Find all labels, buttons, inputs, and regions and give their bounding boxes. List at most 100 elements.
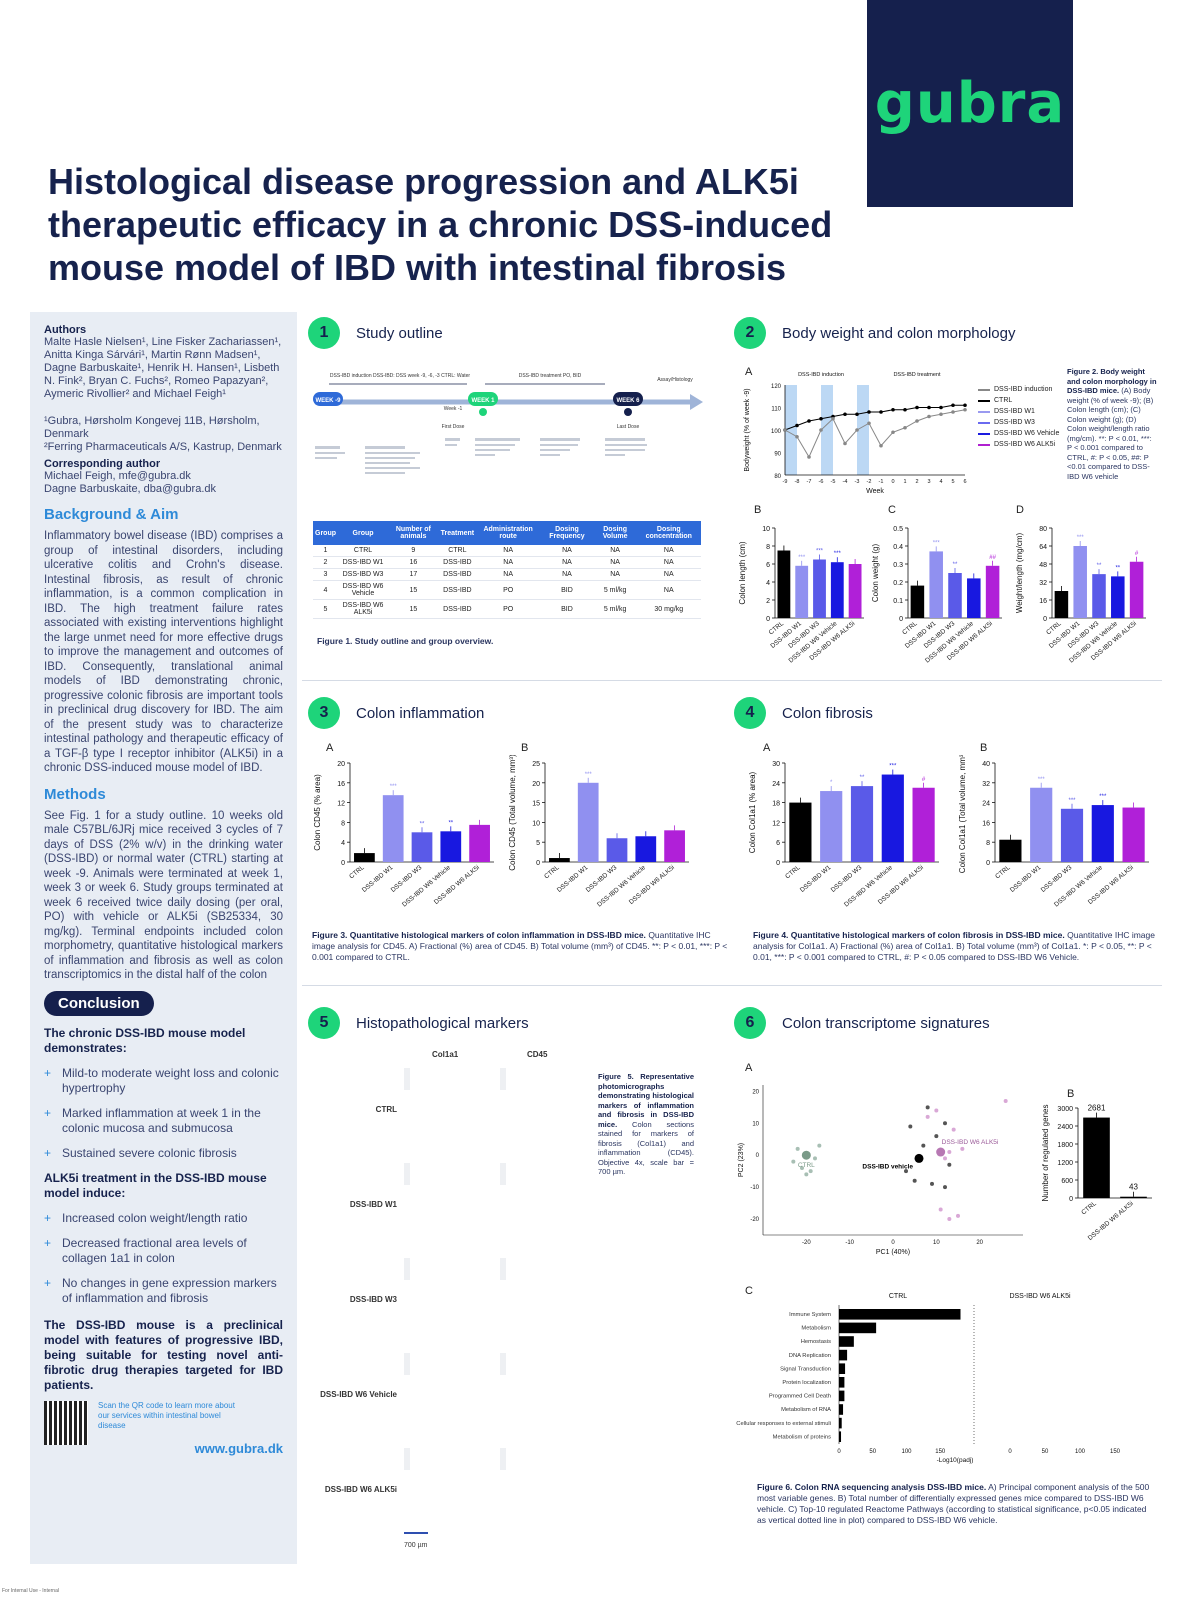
pca-point [800, 1165, 804, 1170]
table-row: 4 DSS-IBD W6 Vehicle 15 DSS-IBD PO BID 5 ml/kg… [313, 580, 701, 600]
table-cell: BID [540, 599, 594, 619]
x-tick-label: CTRL [994, 864, 1012, 881]
table-header: Group [313, 521, 338, 545]
bar-label: # [922, 777, 926, 783]
conclusion-bullets-1: + Mild-to moderate weight loss and coloni… [44, 1066, 283, 1161]
y-tick-label: 5 [536, 840, 540, 847]
y-tick-label: 8 [766, 544, 770, 551]
bar [1122, 807, 1145, 862]
pca-point [813, 1156, 817, 1161]
y-tick-label: 12 [772, 820, 780, 827]
data-point [867, 421, 871, 426]
x-tick-label: 50 [869, 1449, 876, 1455]
table-cell: NA [540, 568, 594, 581]
data-point [843, 441, 847, 446]
y-tick-label: 0 [776, 860, 780, 867]
table-cell: PO [476, 599, 541, 619]
y-tick-label: 0.4 [893, 544, 903, 551]
y-tick-label: 0.2 [893, 580, 903, 587]
pathway-label: Signal Transduction [780, 1366, 831, 1372]
x-tick-label: CTRL [1080, 1200, 1098, 1217]
y-tick-label: 0 [1069, 1196, 1073, 1203]
fig2-caption-title: Figure 2. Body weight and colon morpholo… [1067, 367, 1157, 395]
table-cell: BID [540, 580, 594, 600]
data-point [891, 407, 895, 412]
x-tick-label: 1 [903, 479, 906, 485]
histology-row-label: DSS-IBD W6 Vehicle [320, 1390, 397, 1399]
panel-letter: A [763, 742, 771, 754]
website-link[interactable]: www.gubra.dk [194, 1440, 283, 1456]
table-cell: NA [593, 545, 637, 557]
table-cell: DSS-IBD [438, 568, 477, 581]
final-statement: The DSS-IBD mouse is a preclinical model… [44, 1317, 283, 1392]
legend-item: DSS-IBD W6 Vehicle [978, 430, 1068, 437]
bar [789, 802, 812, 862]
bullet-text: Mild-to moderate weight loss and colonic… [62, 1065, 279, 1095]
y-tick-label: 3000 [1057, 1106, 1073, 1113]
table-cell: 3 [313, 568, 338, 581]
bar [1054, 591, 1069, 618]
bar [850, 786, 874, 862]
table-header: Treatment [438, 521, 477, 545]
y-tick-label: 64 [1039, 544, 1047, 551]
data-point [951, 410, 955, 414]
col1a1-volume-chart: Colon Col1a1 (Total volume, mm³) 0 8 16 24 32… [958, 755, 1149, 909]
section-number: 6 [734, 1007, 766, 1039]
y-tick-label: 80 [1039, 526, 1047, 533]
table-cell: DSS-IBD W6 Vehicle [338, 580, 389, 600]
x-tick-label: 0 [891, 1240, 895, 1246]
bar-label: ## [989, 555, 996, 561]
conclusion-heading-2: ALK5i treatment in the DSS-IBD mouse mod… [44, 1170, 267, 1200]
fig5-caption: Figure 5. Representative photomicrograph… [598, 1072, 694, 1177]
col1a1-micrograph [404, 1448, 410, 1470]
data-point [939, 405, 943, 410]
cd45-column-label: CD45 [527, 1050, 548, 1059]
table-header: Number of animals [388, 521, 439, 545]
x-tick-label: 0 [1008, 1449, 1012, 1455]
x-tick-label: DSS-IBD W6 Vehicle [596, 864, 647, 909]
background-heading: Background & Aim [44, 506, 179, 523]
footer-note: For Internal Use - Internal [2, 1588, 59, 1594]
bar-label: ** [1097, 563, 1102, 569]
histology-row-label: DSS-IBD W3 [349, 1295, 397, 1304]
x-axis-label: -Log10(padj) [937, 1457, 974, 1464]
bar-label: # [1135, 551, 1139, 557]
col1a1-micrograph [404, 1353, 410, 1375]
panel-head-right: DSS-IBD W6 ALK5i [1009, 1293, 1071, 1300]
data-point [879, 410, 883, 414]
bar [664, 830, 685, 862]
y-axis-label: Colon Col1a1 (% area) [748, 771, 757, 853]
bar [469, 824, 490, 862]
cd45-micrograph [500, 1258, 506, 1280]
bodyweight-legend: DSS-IBD induction CTRL DSS-IBD W1 DSS-IBD W… [978, 386, 1068, 452]
y-tick-label: 24 [982, 801, 990, 808]
y-tick-label: 16 [1039, 598, 1047, 605]
legend-swatch [978, 421, 990, 424]
col1a1-micrograph [404, 1163, 410, 1185]
data-point [867, 410, 871, 414]
dss-period-band [857, 385, 869, 475]
bar [777, 550, 791, 618]
y-tick-label: 6 [766, 562, 770, 569]
background-text: Inflammatory bowel disease (IBD) compris… [44, 530, 283, 774]
y-tick-label: 1200 [1057, 1160, 1073, 1167]
y-tick-label: 6 [776, 840, 780, 847]
pathway-bar [839, 1322, 877, 1334]
y-tick-label: 100 [771, 429, 782, 435]
data-point [927, 414, 931, 419]
y-axis-label: Number of regulated genes [1041, 1105, 1050, 1202]
bar-label: *** [1077, 535, 1085, 541]
pca-point [1003, 1098, 1008, 1103]
data-point [891, 430, 895, 435]
bar [830, 562, 844, 618]
pca-label: DSS-IBD W6 ALK5i [942, 1139, 999, 1146]
bar [577, 782, 599, 862]
section-title: Colon transcriptome signatures [782, 1014, 990, 1032]
cd45-volume-chart: Colon CD45 (Total volume, mm³) 0 5 10 15 20 25… [508, 755, 689, 909]
y-tick-label: 8 [341, 820, 345, 827]
y-axis-label: Colon CD45 (% area) [313, 774, 322, 851]
qr-code-icon[interactable] [44, 1400, 88, 1445]
legend-label: DSS-IBD induction [994, 386, 1053, 393]
x-tick-label: 100 [901, 1449, 912, 1455]
divider [302, 985, 1162, 986]
